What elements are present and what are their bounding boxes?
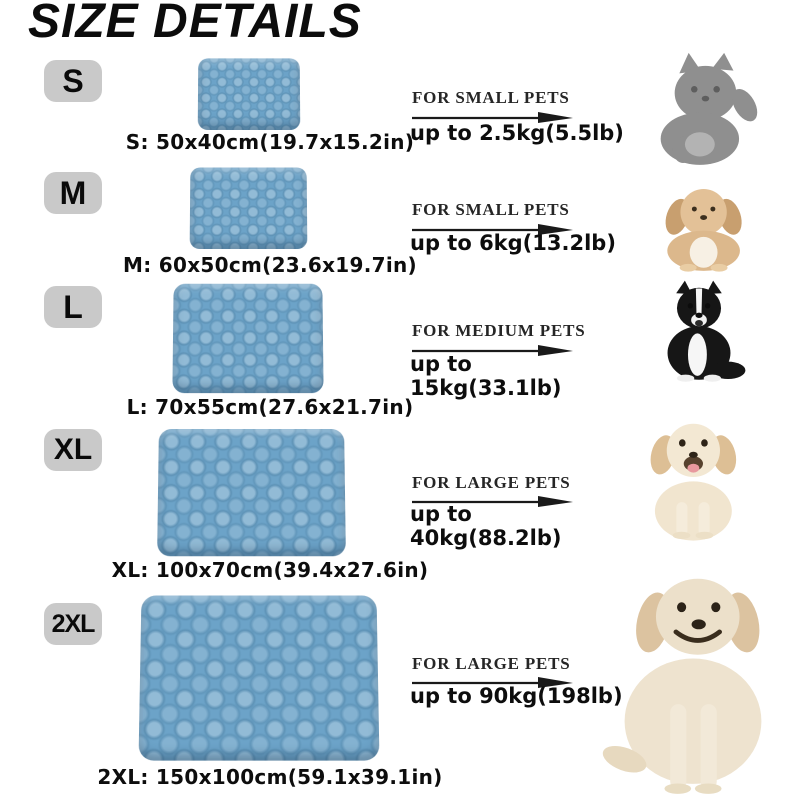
audience-label-2xl: FOR LARGE PETS (412, 654, 571, 673)
arrow-right-icon (412, 496, 573, 507)
arrow-right-icon (412, 224, 573, 235)
dimension-text-xl: XL: 100x70cm(39.4x27.6in) (111, 558, 429, 582)
dimension-text-l: L: 70x55cm(27.6x21.7in) (126, 395, 414, 419)
size-badge-label: 2XL (51, 609, 96, 638)
arrow-right-icon (412, 345, 573, 356)
arrow-right-icon (412, 112, 573, 123)
size-badge-2xl: 2XL (44, 603, 102, 645)
capacity-text-xl: up to 40kg(88.2lb) (410, 502, 562, 550)
audience-label-m: FOR SMALL PETS (412, 200, 570, 219)
golden-puppy-icon (650, 423, 737, 541)
size-badge-label: L (63, 288, 83, 325)
size-badge-s: S (44, 60, 102, 102)
capacity-text-s: up to 2.5kg(5.5lb) (410, 121, 624, 145)
size-badge-label: M (59, 174, 87, 211)
cooling-mat-graphic-s (197, 58, 301, 130)
cream-puppy-icon (665, 188, 742, 272)
border-collie-icon (667, 280, 746, 382)
capacity-text-m: up to 6kg(13.2lb) (410, 231, 616, 255)
dimension-text-2xl: 2XL: 150x100cm(59.1x39.1in) (97, 765, 443, 789)
audience-label-l: FOR MEDIUM PETS (412, 321, 586, 340)
size-badge-label: S (62, 62, 84, 99)
size-badge-label: XL (53, 433, 93, 466)
gray-kitten-icon (660, 52, 758, 165)
dimension-text-m: M: 60x50cm(23.6x19.7in) (123, 253, 417, 277)
audience-label-xl: FOR LARGE PETS (412, 473, 571, 492)
cooling-mat-graphic-xl (157, 428, 346, 557)
page-title: SIZE DETAILS (28, 0, 362, 48)
size-badge-m: M (44, 172, 102, 214)
capacity-text-2xl: up to 90kg(198lb) (410, 684, 623, 708)
cooling-mat-graphic-2xl (138, 595, 380, 761)
size-badge-xl: XL (44, 429, 102, 471)
size-badge-l: L (44, 286, 102, 328)
dimension-text-s: S: 50x40cm(19.7x15.2in) (125, 130, 415, 154)
arrow-right-icon (412, 677, 573, 688)
audience-label-s: FOR SMALL PETS (412, 88, 570, 107)
golden-retriever-icon (602, 578, 762, 794)
cooling-mat-graphic-m (189, 167, 308, 250)
capacity-text-l: up to 15kg(33.1lb) (410, 352, 562, 400)
cooling-mat-graphic-l (172, 283, 324, 394)
